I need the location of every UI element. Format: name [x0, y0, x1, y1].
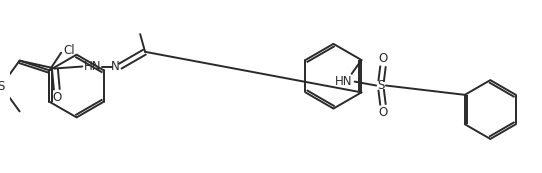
Text: S: S	[377, 79, 385, 92]
Text: Cl: Cl	[63, 44, 75, 57]
Text: O: O	[52, 91, 61, 104]
Text: S: S	[0, 80, 5, 93]
Text: O: O	[378, 52, 388, 65]
Text: N: N	[111, 60, 120, 73]
Text: O: O	[378, 106, 388, 120]
Text: HN: HN	[335, 75, 353, 88]
Text: HN: HN	[83, 60, 101, 73]
